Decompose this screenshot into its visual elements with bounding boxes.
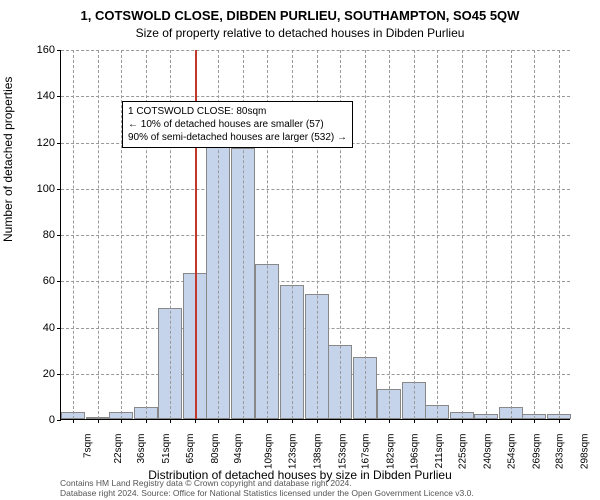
x-tick-label: 225sqm [458, 434, 469, 470]
grid-line-h [61, 235, 570, 236]
property-size-chart: 1, COTSWOLD CLOSE, DIBDEN PURLIEU, SOUTH… [0, 0, 600, 500]
y-tick [57, 50, 61, 51]
y-tick-label: 100 [37, 183, 55, 195]
x-tick [437, 419, 438, 423]
grid-line-v [437, 50, 438, 419]
y-tick-label: 40 [43, 322, 55, 334]
x-tick [389, 419, 390, 423]
x-tick-label: 211sqm [434, 434, 445, 469]
footer-line-1: Contains HM Land Registry data © Crown c… [60, 478, 474, 488]
x-tick-label: 94sqm [233, 434, 244, 464]
x-tick-label: 167sqm [361, 434, 372, 470]
y-tick [57, 96, 61, 97]
x-tick [292, 419, 293, 423]
y-tick [57, 143, 61, 144]
x-tick [218, 419, 219, 423]
x-tick [243, 419, 244, 423]
y-tick [57, 235, 61, 236]
x-tick-label: 7sqm [82, 434, 93, 458]
y-axis-label: Number of detached properties [1, 77, 15, 242]
x-tick [121, 419, 122, 423]
x-tick [559, 419, 560, 423]
chart-title-main: 1, COTSWOLD CLOSE, DIBDEN PURLIEU, SOUTH… [0, 8, 600, 23]
y-tick [57, 374, 61, 375]
y-tick [57, 281, 61, 282]
x-tick-label: 283sqm [555, 434, 566, 470]
x-tick [73, 419, 74, 423]
grid-line-v [559, 50, 560, 419]
grid-line-h [61, 50, 570, 51]
x-tick [170, 419, 171, 423]
x-tick [267, 419, 268, 423]
x-tick [146, 419, 147, 423]
grid-line-h [61, 281, 570, 282]
grid-line-v [534, 50, 535, 419]
x-tick [414, 419, 415, 423]
x-tick-label: 123sqm [287, 434, 298, 470]
x-tick-label: 298sqm [580, 434, 591, 470]
grid-line-h [61, 96, 570, 97]
y-tick-label: 160 [37, 44, 55, 56]
info-box: 1 COTSWOLD CLOSE: 80sqm ← 10% of detache… [122, 101, 353, 148]
x-tick-label: 269sqm [531, 434, 542, 470]
x-tick-label: 80sqm [210, 434, 221, 464]
x-tick-label: 138sqm [312, 434, 323, 470]
grid-line-v [511, 50, 512, 419]
x-tick [511, 419, 512, 423]
y-tick-label: 80 [43, 229, 55, 241]
x-tick [534, 419, 535, 423]
x-tick-label: 36sqm [136, 434, 147, 464]
info-line-1: 1 COTSWOLD CLOSE: 80sqm [128, 105, 347, 118]
grid-line-v [486, 50, 487, 419]
chart-title-sub: Size of property relative to detached ho… [0, 26, 600, 40]
x-tick-label: 109sqm [264, 434, 275, 470]
grid-line-v [98, 50, 99, 419]
grid-line-v [414, 50, 415, 419]
x-tick [365, 419, 366, 423]
grid-line-h [61, 189, 570, 190]
x-tick [340, 419, 341, 423]
grid-line-v [73, 50, 74, 419]
plot-area: 1 COTSWOLD CLOSE: 80sqm ← 10% of detache… [60, 50, 570, 420]
x-tick [486, 419, 487, 423]
y-tick [57, 328, 61, 329]
grid-line-v [389, 50, 390, 419]
y-tick [57, 420, 61, 421]
y-tick-label: 120 [37, 137, 55, 149]
x-tick [98, 419, 99, 423]
info-line-3: 90% of semi-detached houses are larger (… [128, 131, 347, 144]
x-tick-label: 240sqm [483, 434, 494, 470]
footer-line-3: Database right 2024. Source: Office for … [60, 488, 474, 498]
x-tick-label: 51sqm [161, 434, 172, 464]
y-tick [57, 189, 61, 190]
x-tick-label: 65sqm [185, 434, 196, 464]
x-tick [462, 419, 463, 423]
x-tick-label: 196sqm [409, 434, 420, 470]
x-tick-label: 153sqm [337, 434, 348, 470]
y-tick-label: 140 [37, 90, 55, 102]
x-tick [195, 419, 196, 423]
y-tick-label: 20 [43, 368, 55, 380]
info-line-2: ← 10% of detached houses are smaller (57… [128, 118, 347, 131]
grid-line-v [365, 50, 366, 419]
grid-line-v [462, 50, 463, 419]
x-tick [317, 419, 318, 423]
chart-footer: Contains HM Land Registry data © Crown c… [60, 478, 474, 498]
y-tick-label: 0 [49, 414, 55, 426]
x-tick-label: 254sqm [506, 434, 517, 470]
x-tick-label: 22sqm [113, 434, 124, 464]
x-tick-label: 182sqm [386, 434, 397, 470]
y-tick-label: 60 [43, 275, 55, 287]
